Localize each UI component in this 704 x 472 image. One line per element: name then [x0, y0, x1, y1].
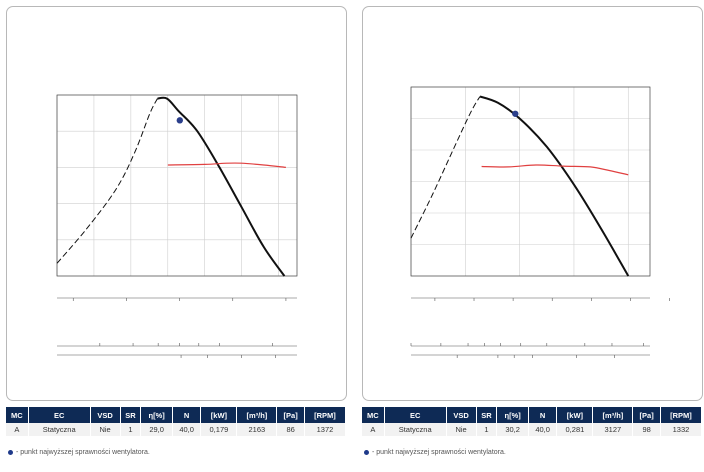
- cell-n: 40,0: [528, 423, 558, 436]
- col-vsd: VSD: [446, 407, 477, 423]
- col-flow: [m³/h]: [592, 407, 634, 423]
- cell-sr: 1: [476, 423, 498, 436]
- cell-pressure: 86: [276, 423, 305, 436]
- fan-curve-chart: [56, 94, 298, 358]
- cell-n: 40,0: [172, 423, 202, 436]
- unstable-region-curve: [410, 96, 481, 239]
- power-curve: [167, 162, 286, 168]
- col-rpm: [RPM]: [660, 407, 701, 423]
- plot-frame: [410, 86, 651, 277]
- cell-ec: Statyczna: [384, 423, 447, 436]
- col-n: N: [172, 407, 202, 423]
- cell-vsd: Nie: [446, 423, 477, 436]
- col-kw: [kW]: [556, 407, 594, 423]
- fan-pressure-curve: [157, 96, 286, 277]
- col-ec: EC: [28, 407, 91, 423]
- col-flow: [m³/h]: [236, 407, 278, 423]
- col-vsd: VSD: [90, 407, 121, 423]
- bep-note-text: - punkt najwyższej sprawności wentylator…: [16, 449, 150, 456]
- bep-note: - punkt najwyższej sprawności wentylator…: [8, 449, 150, 456]
- cell-kw: 0,281: [556, 423, 594, 436]
- cell-efficiency: 30,2: [496, 423, 529, 436]
- spec-table: MC EC VSD SR η[%] N [kW] [m³/h] [Pa] [RP…: [362, 407, 701, 436]
- col-sr: SR: [120, 407, 142, 423]
- cell-mc: A: [6, 423, 29, 436]
- plot-frame: [56, 94, 298, 277]
- fan-pressure-curve: [479, 95, 630, 277]
- spec-header-row: MC EC VSD SR η[%] N [kW] [m³/h] [Pa] [RP…: [362, 407, 701, 423]
- cell-ec: Statyczna: [28, 423, 91, 436]
- spec-value-row: A Statyczna Nie 1 30,2 40,0 0,281 3127 9…: [362, 423, 701, 436]
- cell-rpm: 1372: [304, 423, 345, 436]
- bep-marker: [512, 110, 519, 117]
- unstable-region-curve: [56, 98, 158, 264]
- spec-value-row: A Statyczna Nie 1 29,0 40,0 0,179 2163 8…: [6, 423, 345, 436]
- cell-vsd: Nie: [90, 423, 121, 436]
- chart-panel: [362, 6, 703, 401]
- cell-flow: 2163: [236, 423, 278, 436]
- bep-note: - punkt najwyższej sprawności wentylator…: [364, 449, 506, 456]
- bep-marker: [176, 117, 184, 124]
- col-kw: [kW]: [200, 407, 238, 423]
- spec-table: MC EC VSD SR η[%] N [kW] [m³/h] [Pa] [RP…: [6, 407, 345, 436]
- col-mc: MC: [6, 407, 29, 423]
- cell-rpm: 1332: [660, 423, 701, 436]
- cell-pressure: 98: [632, 423, 661, 436]
- fan-curve-chart: [410, 86, 670, 358]
- col-n: N: [528, 407, 558, 423]
- power-curve: [481, 164, 629, 176]
- col-efficiency: η[%]: [496, 407, 529, 423]
- cell-kw: 0,179: [200, 423, 238, 436]
- cell-flow: 3127: [592, 423, 634, 436]
- spec-header-row: MC EC VSD SR η[%] N [kW] [m³/h] [Pa] [RP…: [6, 407, 345, 423]
- col-ec: EC: [384, 407, 447, 423]
- col-pressure: [Pa]: [632, 407, 661, 423]
- bep-dot-icon: [364, 449, 369, 455]
- col-mc: MC: [362, 407, 385, 423]
- cell-mc: A: [362, 423, 385, 436]
- col-rpm: [RPM]: [304, 407, 345, 423]
- col-efficiency: η[%]: [140, 407, 173, 423]
- chart-panel: [6, 6, 347, 401]
- cell-efficiency: 29,0: [140, 423, 173, 436]
- bep-dot-icon: [8, 449, 13, 455]
- bep-note-text: - punkt najwyższej sprawności wentylator…: [372, 449, 506, 456]
- cell-sr: 1: [120, 423, 142, 436]
- col-pressure: [Pa]: [276, 407, 305, 423]
- col-sr: SR: [476, 407, 498, 423]
